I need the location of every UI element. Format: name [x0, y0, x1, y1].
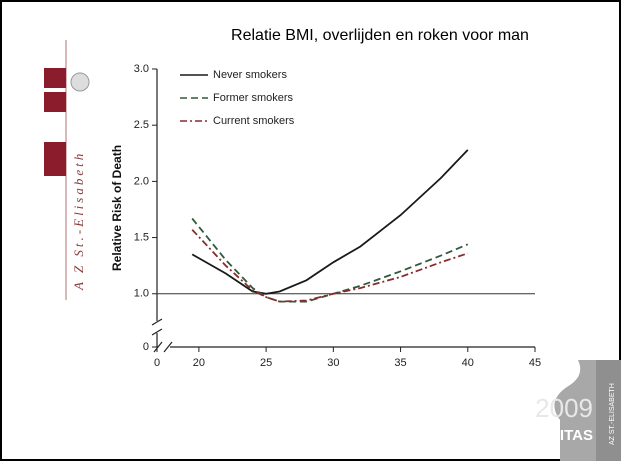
y-tick-label: 0: [143, 341, 149, 353]
logo: 2009 OBESITAS AZ ST.-ELISABETH: [517, 360, 621, 461]
y-axis-break: [151, 318, 163, 336]
chart-title: Relatie BMI, overlijden en roken voor ma…: [231, 27, 529, 44]
logo-org: AZ ST.-ELISABETH: [609, 383, 616, 445]
x-tick-label: 45: [529, 357, 541, 369]
series-line: [191, 229, 469, 303]
x-tick-label: 25: [260, 357, 272, 369]
series-line: [191, 149, 469, 295]
y-axis-label: Relative Risk of Death: [110, 145, 124, 271]
legend-label: Current smokers: [213, 115, 295, 127]
plot: 0 1.0 1.5 2.0 2.5 3.0 0 20 25 30 35 40 45 Never smoke…: [134, 63, 541, 369]
y-tick-label: 2.5: [134, 119, 149, 131]
sidebar-block: [44, 142, 66, 162]
sidebar-block: [44, 92, 66, 112]
legend-label: Former smokers: [213, 92, 294, 104]
logo-year: 2009: [535, 393, 593, 423]
x-tick-label: 20: [193, 357, 205, 369]
sidebar-text: A Z St.-Elisabeth: [71, 151, 86, 291]
x-tick-label: 35: [394, 357, 406, 369]
y-tick-label: 1.0: [134, 288, 149, 300]
y-tick-label: 2.0: [134, 175, 149, 187]
seal-icon: [70, 72, 90, 92]
logo-name: OBESITAS: [517, 427, 593, 444]
x-axis-break: [153, 341, 173, 353]
logo-band: [596, 360, 621, 461]
legend-label: Never smokers: [213, 69, 287, 81]
x-tick-label: 30: [327, 357, 339, 369]
x-tick-label: 40: [462, 357, 474, 369]
x-tick-label: 0: [154, 357, 160, 369]
series-line: [191, 217, 469, 303]
sidebar-block: [44, 162, 66, 176]
y-tick-label: 1.5: [134, 231, 149, 243]
sidebar-block: [44, 68, 66, 88]
y-tick-label: 3.0: [134, 63, 149, 75]
